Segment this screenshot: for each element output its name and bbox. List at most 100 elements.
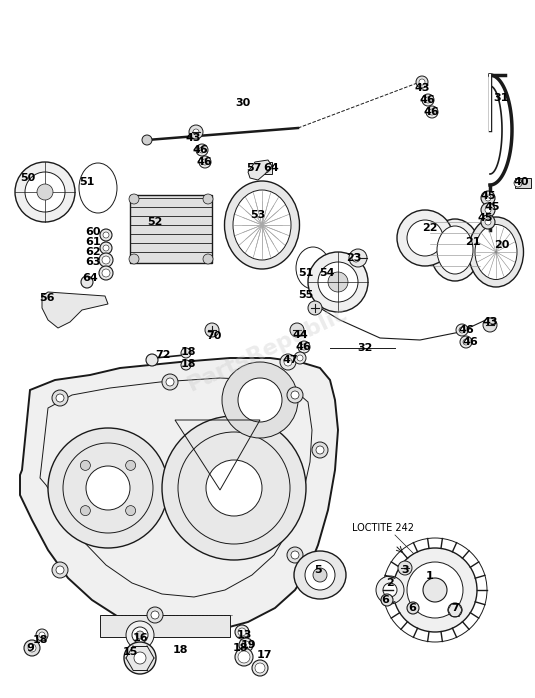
Text: 6: 6 bbox=[408, 603, 416, 613]
Circle shape bbox=[81, 276, 93, 288]
Circle shape bbox=[142, 135, 152, 145]
Circle shape bbox=[129, 254, 139, 264]
Circle shape bbox=[103, 245, 109, 251]
Circle shape bbox=[376, 576, 404, 604]
Circle shape bbox=[80, 505, 90, 516]
Circle shape bbox=[242, 641, 250, 649]
Text: 1: 1 bbox=[426, 571, 434, 581]
Circle shape bbox=[313, 568, 327, 582]
Circle shape bbox=[99, 253, 113, 267]
Text: 45: 45 bbox=[480, 191, 496, 201]
Text: 51: 51 bbox=[79, 177, 95, 187]
Circle shape bbox=[448, 603, 462, 617]
Text: 64: 64 bbox=[263, 163, 279, 173]
Ellipse shape bbox=[225, 181, 300, 269]
Ellipse shape bbox=[437, 226, 473, 274]
Text: 46: 46 bbox=[295, 342, 311, 352]
Bar bbox=[515, 178, 531, 188]
Circle shape bbox=[126, 505, 136, 516]
Circle shape bbox=[15, 162, 75, 222]
Circle shape bbox=[419, 79, 425, 85]
Circle shape bbox=[25, 172, 65, 212]
Circle shape bbox=[291, 391, 299, 399]
Circle shape bbox=[99, 266, 113, 280]
Circle shape bbox=[305, 560, 335, 590]
Circle shape bbox=[239, 638, 253, 652]
Circle shape bbox=[28, 644, 36, 652]
Text: 70: 70 bbox=[207, 331, 221, 341]
Bar bbox=[258, 162, 272, 174]
Circle shape bbox=[352, 254, 360, 262]
Circle shape bbox=[481, 215, 495, 229]
Circle shape bbox=[39, 632, 45, 638]
Circle shape bbox=[235, 648, 253, 666]
Text: 61: 61 bbox=[85, 237, 101, 247]
Circle shape bbox=[312, 442, 328, 458]
Circle shape bbox=[460, 336, 472, 348]
Circle shape bbox=[181, 360, 191, 370]
Circle shape bbox=[238, 628, 246, 636]
Text: 18: 18 bbox=[32, 635, 48, 645]
Text: 56: 56 bbox=[39, 293, 55, 303]
Text: 20: 20 bbox=[494, 240, 510, 250]
Circle shape bbox=[206, 460, 262, 516]
Circle shape bbox=[100, 229, 112, 241]
Circle shape bbox=[423, 578, 447, 602]
Circle shape bbox=[291, 551, 299, 559]
Text: 60: 60 bbox=[85, 227, 101, 237]
Circle shape bbox=[328, 272, 348, 292]
Text: LOCTITE 242: LOCTITE 242 bbox=[352, 523, 414, 533]
Bar bbox=[100, 615, 230, 637]
Circle shape bbox=[102, 269, 110, 277]
Circle shape bbox=[485, 195, 491, 201]
Text: 18: 18 bbox=[180, 347, 196, 357]
Ellipse shape bbox=[294, 551, 346, 599]
Circle shape bbox=[202, 159, 208, 165]
Circle shape bbox=[238, 651, 250, 663]
Circle shape bbox=[52, 562, 68, 578]
Text: 46: 46 bbox=[462, 337, 478, 347]
Circle shape bbox=[222, 362, 298, 438]
Text: 46: 46 bbox=[458, 325, 474, 335]
Circle shape bbox=[36, 629, 48, 641]
Text: 16: 16 bbox=[132, 633, 148, 643]
Text: 50: 50 bbox=[20, 173, 36, 183]
Text: 2: 2 bbox=[386, 578, 394, 588]
Text: 19: 19 bbox=[240, 640, 256, 650]
Circle shape bbox=[298, 341, 310, 353]
Text: 6: 6 bbox=[381, 595, 389, 605]
Circle shape bbox=[407, 602, 419, 614]
Circle shape bbox=[318, 262, 358, 302]
Circle shape bbox=[193, 129, 199, 135]
Text: 30: 30 bbox=[235, 98, 250, 108]
Circle shape bbox=[407, 562, 463, 618]
Circle shape bbox=[459, 327, 465, 333]
Circle shape bbox=[162, 416, 306, 560]
Text: 40: 40 bbox=[513, 177, 529, 187]
Ellipse shape bbox=[469, 217, 524, 287]
Text: 62: 62 bbox=[85, 247, 101, 257]
Circle shape bbox=[316, 446, 324, 454]
Text: 55: 55 bbox=[299, 290, 314, 300]
Circle shape bbox=[381, 594, 393, 606]
Text: 5: 5 bbox=[314, 565, 322, 575]
Text: 72: 72 bbox=[155, 350, 171, 360]
Circle shape bbox=[205, 323, 219, 337]
Text: 46: 46 bbox=[196, 157, 212, 167]
Text: 23: 23 bbox=[346, 253, 362, 263]
Circle shape bbox=[308, 252, 368, 312]
Circle shape bbox=[425, 97, 431, 103]
Ellipse shape bbox=[296, 247, 330, 289]
Text: 18: 18 bbox=[172, 645, 188, 655]
Text: 46: 46 bbox=[192, 145, 208, 155]
Circle shape bbox=[37, 184, 53, 200]
Text: 13: 13 bbox=[236, 630, 251, 640]
Text: PartsRepublic: PartsRepublic bbox=[185, 303, 350, 395]
Text: 9: 9 bbox=[26, 643, 34, 653]
Circle shape bbox=[166, 378, 174, 386]
Circle shape bbox=[397, 210, 453, 266]
Circle shape bbox=[147, 607, 163, 623]
Text: 63: 63 bbox=[85, 257, 101, 267]
Text: 3: 3 bbox=[401, 565, 409, 575]
Text: 45: 45 bbox=[477, 213, 493, 223]
